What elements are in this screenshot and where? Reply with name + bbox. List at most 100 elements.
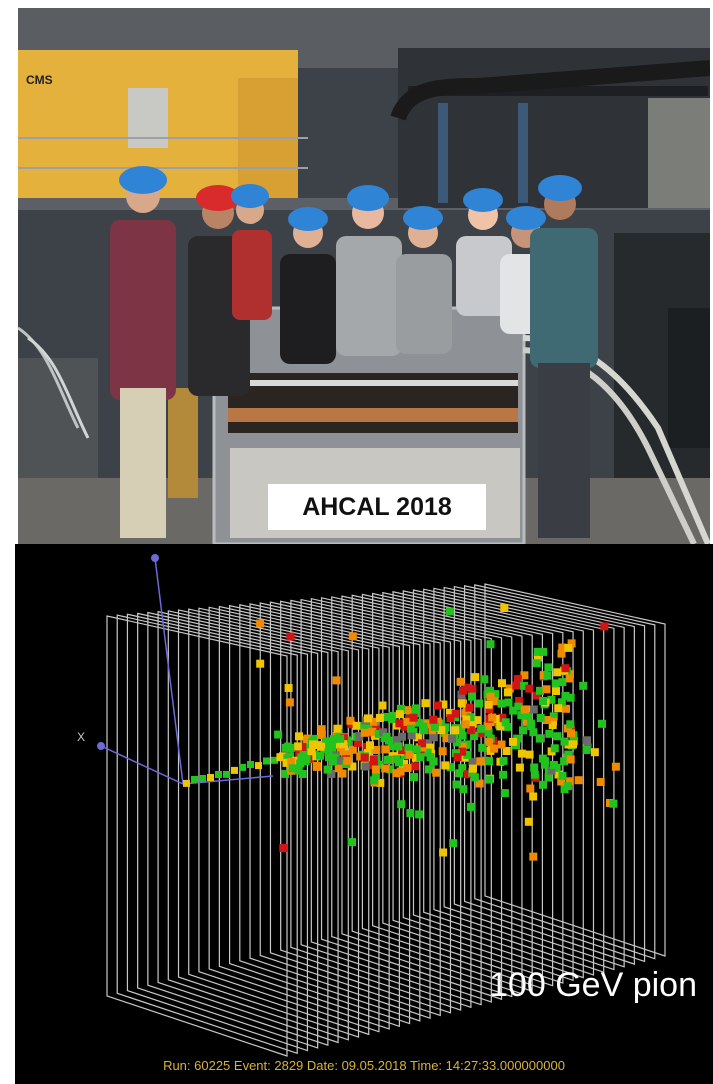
calorimeter-hit (401, 722, 410, 731)
calorimeter-hit (501, 718, 510, 727)
layer-frame (351, 594, 533, 992)
calorimeter-hit (371, 765, 380, 774)
calorimeter-hit (328, 741, 336, 750)
calorimeter-hit (183, 779, 190, 787)
calorimeter-hit (564, 750, 573, 759)
calorimeter-hit (520, 671, 529, 680)
calorimeter-hit (434, 701, 442, 710)
calorimeter-hit (398, 732, 406, 741)
photo-illustration: CMS (18, 8, 710, 544)
calorimeter-hit (478, 743, 487, 752)
calorimeter-hit (423, 748, 432, 757)
calorimeter-hit (463, 770, 472, 779)
calorimeter-hit (403, 717, 412, 726)
layer-frame (372, 592, 554, 987)
calorimeter-hit (394, 742, 403, 751)
calorimeter-hit (548, 721, 557, 730)
calorimeter-hit (457, 699, 466, 708)
calorimeter-hit (387, 742, 396, 751)
layer-frame (433, 587, 615, 971)
calorimeter-hit (429, 757, 438, 766)
calorimeter-hit (463, 750, 472, 759)
calorimeter-hit (470, 732, 479, 740)
calorimeter-hits (183, 604, 620, 861)
calorimeter-hit (564, 643, 573, 652)
calorimeter-hit (295, 748, 304, 757)
calorimeter-hit (547, 695, 556, 704)
calorimeter-hit (515, 763, 524, 772)
calorimeter-hit (519, 726, 527, 735)
calorimeter-hit (312, 761, 321, 770)
calorimeter-hit (579, 681, 588, 690)
calorimeter-hit (396, 704, 405, 713)
calorimeter-hit (334, 729, 343, 738)
calorimeter-hit (557, 649, 566, 658)
calorimeter-hit (442, 734, 451, 743)
calorimeter-hit (381, 764, 390, 773)
calorimeter-hit (392, 755, 401, 764)
calorimeter-hit (323, 737, 331, 746)
calorimeter-hit (485, 757, 493, 765)
calorimeter-hit (517, 711, 526, 720)
calorimeter-hit (295, 732, 303, 741)
calorimeter-hit (458, 731, 467, 740)
energy-label: 100 GeV pion (489, 966, 697, 1004)
calorimeter-hit (567, 639, 576, 648)
calorimeter-hit (307, 748, 316, 757)
calorimeter-hit (543, 671, 552, 680)
layer-frame (239, 604, 421, 1022)
calorimeter-hit (412, 709, 420, 718)
layer-frame (259, 602, 441, 1017)
calorimeter-hit (284, 684, 293, 692)
calorimeter-hit (332, 676, 341, 685)
calorimeter-hit (550, 744, 559, 753)
layer-frame (249, 603, 431, 1019)
calorimeter-hit (376, 778, 385, 787)
calorimeter-hit (560, 757, 569, 766)
axis-arrow-tip (97, 742, 105, 750)
calorimeter-hit (530, 770, 539, 779)
calorimeter-hit (497, 699, 506, 708)
calorimeter-hit (562, 704, 570, 713)
calorimeter-hit (527, 722, 536, 731)
calorimeter-hit (611, 762, 620, 771)
calorimeter-hit (457, 724, 465, 733)
detector-layer-frames (106, 583, 666, 1057)
layer-frame (453, 585, 635, 965)
axis-arrow-tip (151, 554, 159, 562)
calorimeter-hit (339, 740, 348, 749)
calorimeter-hit (296, 759, 305, 768)
calorimeter-hit (263, 757, 270, 765)
calorimeter-hit (485, 775, 494, 784)
layer-frame (320, 597, 503, 1001)
calorimeter-hit (564, 724, 572, 733)
calorimeter-hit (432, 768, 441, 777)
calorimeter-hit (502, 747, 511, 755)
calorimeter-hit (539, 780, 547, 789)
calorimeter-hit (293, 742, 302, 751)
calorimeter-hit (207, 774, 214, 781)
layer-frame (198, 607, 380, 1033)
calorimeter-hit (484, 728, 493, 737)
calorimeter-hit (452, 738, 461, 747)
calorimeter-hit (418, 739, 426, 748)
calorimeter-hit (458, 764, 467, 773)
calorimeter-hit (395, 710, 404, 719)
calorimeter-hit (552, 687, 560, 695)
calorimeter-hit (476, 729, 485, 738)
calorimeter-hit (600, 622, 609, 631)
calorimeter-hit (414, 733, 423, 742)
calorimeter-hit (437, 726, 446, 735)
calorimeter-hit (333, 724, 342, 733)
calorimeter-hit (468, 684, 477, 693)
calorimeter-hit (199, 775, 206, 782)
calorimeter-hit (542, 685, 551, 694)
calorimeter-hit (524, 817, 533, 826)
calorimeter-hit (375, 714, 384, 722)
calorimeter-hit (302, 755, 311, 764)
calorimeter-hit (503, 722, 511, 731)
calorimeter-hit (286, 632, 295, 641)
calorimeter-hit (558, 643, 567, 652)
calorimeter-hit (449, 839, 458, 848)
calorimeter-hit (503, 688, 512, 697)
